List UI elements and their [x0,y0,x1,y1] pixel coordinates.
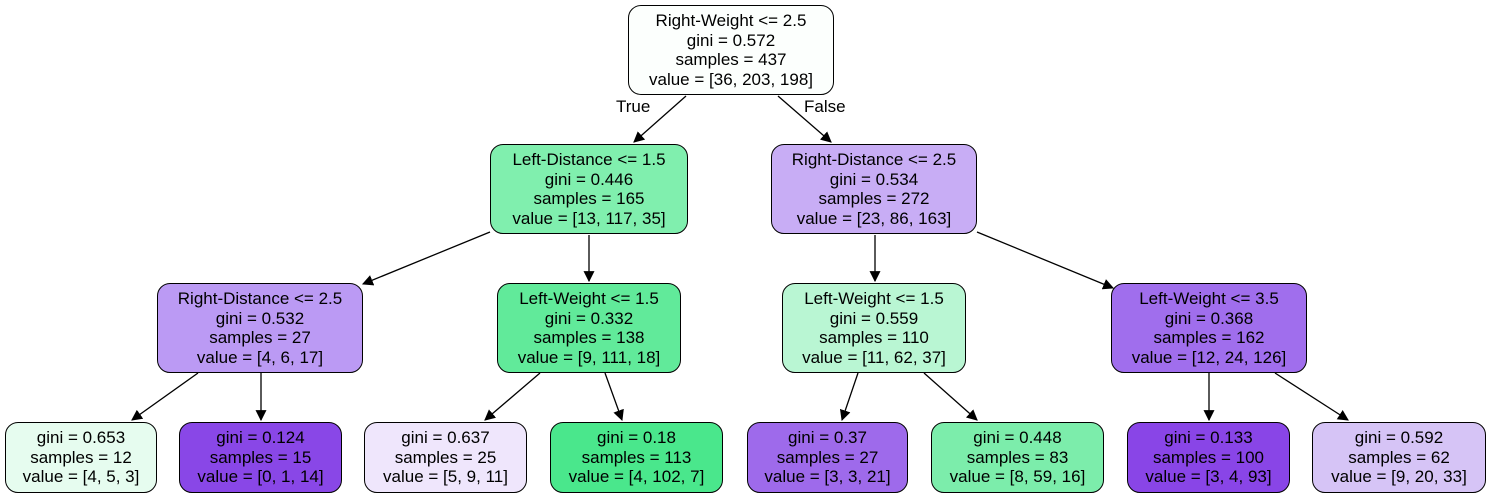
tree-node: Left-Distance <= 1.5 gini = 0.446 sample… [490,144,688,234]
node-gini: gini = 0.637 [401,428,490,448]
tree-node: Right-Distance <= 2.5 gini = 0.534 sampl… [771,144,977,234]
tree-leaf-node: gini = 0.592 samples = 62 value = [9, 20… [1312,422,1486,493]
node-value: value = [0, 1, 14] [197,467,324,487]
node-samples: samples = 437 [675,50,787,69]
node-value: value = [4, 5, 3] [22,467,140,487]
node-samples: samples = 162 [1153,328,1265,347]
node-gini: gini = 0.18 [597,428,676,448]
node-gini: gini = 0.448 [973,428,1062,448]
node-samples: samples = 83 [966,447,1069,467]
node-samples: samples = 27 [209,328,311,347]
node-value: value = [9, 20, 33] [1331,467,1467,487]
node-samples: samples = 12 [30,447,132,467]
tree-leaf-node: gini = 0.637 samples = 25 value = [5, 9,… [364,422,527,493]
node-gini: gini = 0.653 [36,428,126,448]
node-value: value = [4, 6, 17] [196,347,324,367]
edge-n3-n7 [131,372,199,421]
node-split: Left-Weight <= 1.5 [519,289,659,308]
tree-node: Left-Weight <= 1.5 gini = 0.559 samples … [782,283,966,373]
tree-leaf-node: gini = 0.18 samples = 113 value = [4, 10… [550,422,723,493]
edge-n6-n14 [1274,372,1349,421]
edge-n0-n2 [777,95,832,143]
edge-label-true: True [616,97,651,116]
edge-n2-n6 [976,231,1115,290]
node-value: value = [3, 4, 93] [1145,467,1272,487]
node-gini: gini = 0.368 [1164,308,1254,328]
edge-n1-n3 [361,231,491,286]
node-gini: gini = 0.124 [216,428,305,448]
node-samples: samples = 272 [818,189,930,208]
tree-leaf-node: gini = 0.124 samples = 15 value = [0, 1,… [179,422,342,493]
node-value: value = [4, 102, 7] [568,467,705,487]
node-samples: samples = 113 [581,447,692,467]
edge-n0-n1 [633,95,687,143]
tree-node: Left-Weight <= 1.5 gini = 0.332 samples … [497,283,681,373]
tree-leaf-node: gini = 0.37 samples = 27 value = [3, 3, … [747,422,908,493]
edge-n4-n10 [604,372,624,422]
node-gini: gini = 0.572 [686,30,776,50]
tree-node: Right-Distance <= 2.5 gini = 0.532 sampl… [157,283,363,373]
node-value: value = [9, 111, 18] [517,347,661,367]
node-gini: gini = 0.446 [544,169,634,189]
node-split: Left-Weight <= 3.5 [1139,289,1279,308]
node-value: value = [13, 117, 35] [512,208,666,228]
tree-leaf-node: gini = 0.448 samples = 83 value = [8, 59… [931,422,1104,493]
node-gini: gini = 0.532 [215,308,305,328]
node-value: value = [36, 203, 198] [649,69,813,89]
edge-label-false: False [804,97,846,116]
node-samples: samples = 100 [1152,447,1265,467]
node-gini: gini = 0.37 [788,428,867,448]
node-samples: samples = 110 [819,328,929,347]
node-split: Left-Distance <= 1.5 [512,150,666,169]
node-split: Left-Weight <= 1.5 [804,289,944,308]
node-samples: samples = 27 [776,447,879,467]
node-gini: gini = 0.559 [829,308,919,328]
edge-n5-n12 [923,372,978,421]
node-gini: gini = 0.332 [544,308,634,328]
node-value: value = [23, 86, 163] [796,208,952,228]
node-samples: samples = 138 [533,328,645,347]
node-split: Right-Distance <= 2.5 [177,289,343,308]
node-value: value = [3, 3, 21] [764,467,891,487]
edge-n5-n11 [839,372,859,422]
node-gini: gini = 0.534 [829,169,919,189]
node-gini: gini = 0.133 [1164,428,1253,448]
node-gini: gini = 0.592 [1354,428,1444,448]
node-value: value = [12, 24, 126] [1131,347,1287,367]
tree-leaf-node: gini = 0.653 samples = 12 value = [4, 5,… [5,422,157,493]
node-samples: samples = 165 [533,189,645,208]
node-samples: samples = 15 [209,447,312,467]
node-value: value = [8, 59, 16] [949,467,1086,487]
node-split: Right-Distance <= 2.5 [791,150,957,169]
tree-node-root: Right-Weight <= 2.5 gini = 0.572 samples… [628,5,834,95]
tree-leaf-node: gini = 0.133 samples = 100 value = [3, 4… [1127,422,1290,493]
node-value: value = [11, 62, 37] [802,347,946,367]
tree-node: Left-Weight <= 3.5 gini = 0.368 samples … [1111,283,1307,373]
node-value: value = [5, 9, 11] [383,467,508,487]
node-samples: samples = 25 [394,447,497,467]
node-split: Right-Weight <= 2.5 [655,11,807,30]
node-samples: samples = 62 [1348,447,1450,467]
edge-n4-n9 [484,372,541,421]
